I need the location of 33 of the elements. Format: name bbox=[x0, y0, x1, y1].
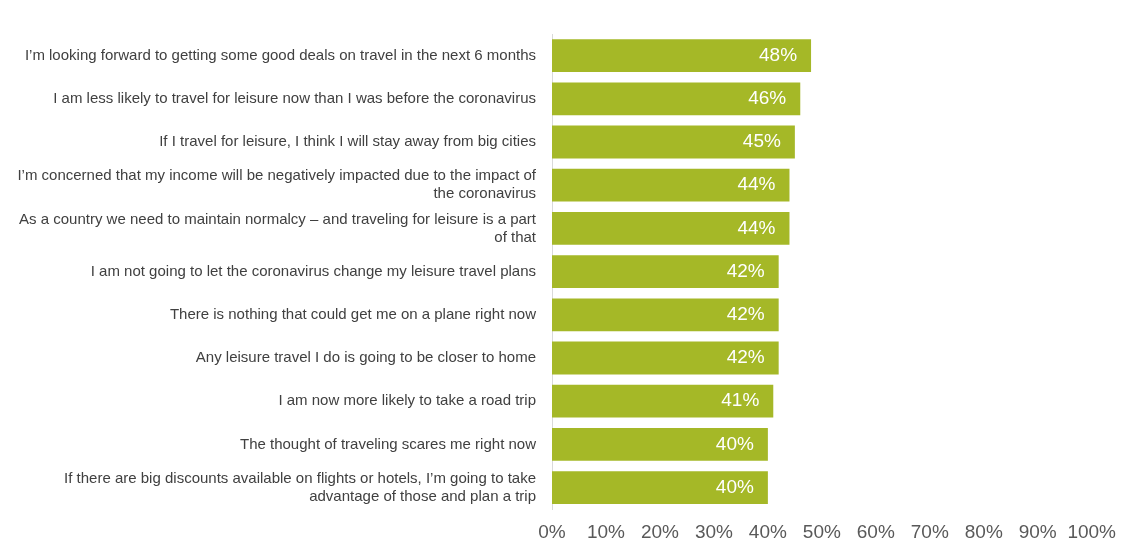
data-label: 41% bbox=[721, 389, 760, 411]
y-tick-label: If I travel for leisure, I think I will stay away from big cities bbox=[159, 132, 536, 150]
x-tick-label: 100% bbox=[1067, 520, 1117, 542]
y-tick-label: If there are big discounts available on flights or hotels, I’m going to take advantage of those and plan a trip bbox=[64, 468, 536, 504]
x-tick-label: 70% bbox=[910, 520, 949, 542]
data-label: 44% bbox=[737, 173, 776, 195]
x-tick-label: 30% bbox=[694, 520, 734, 542]
x-tick-label: 10% bbox=[586, 520, 626, 542]
y-tick-label: The thought of traveling scares me right now bbox=[240, 434, 537, 452]
data-label: 45% bbox=[742, 130, 781, 152]
y-tick-label: I am now more likely to take a road trip bbox=[278, 391, 536, 409]
y-tick-label: I’m concerned that my income will be negatively impacted due to the impact of the coronavirus bbox=[17, 166, 537, 202]
x-tick-label: 90% bbox=[1018, 520, 1057, 542]
data-label: 44% bbox=[737, 216, 776, 238]
x-tick-label: 80% bbox=[964, 520, 1003, 542]
data-label: 46% bbox=[748, 87, 787, 109]
data-label: 48% bbox=[759, 43, 798, 65]
y-tick-label: There is nothing that could get me on a plane right now bbox=[169, 304, 537, 322]
y-tick-label: I’m looking forward to getting some good deals on travel in the next 6 months bbox=[24, 45, 536, 63]
data-label: 40% bbox=[715, 432, 754, 454]
data-label: 42% bbox=[726, 346, 765, 368]
x-tick-label: 20% bbox=[640, 520, 680, 542]
x-tick-label: 0% bbox=[538, 520, 566, 542]
x-tick-label: 50% bbox=[802, 520, 841, 542]
y-tick-label: As a country we need to maintain normalcy – and traveling for leisure is a part of that bbox=[19, 209, 537, 245]
x-tick-label: 40% bbox=[748, 520, 787, 542]
x-tick-label: 60% bbox=[856, 520, 895, 542]
y-tick-label: I am less likely to travel for leisure now than I was before the coronavirus bbox=[53, 88, 536, 106]
y-tick-label: Any leisure travel I do is going to be closer to home bbox=[195, 348, 536, 366]
data-label: 40% bbox=[715, 475, 754, 497]
data-label: 42% bbox=[726, 259, 765, 281]
data-label: 42% bbox=[726, 303, 765, 325]
y-tick-label: I am not going to let the coronavirus change my leisure travel plans bbox=[90, 261, 536, 279]
